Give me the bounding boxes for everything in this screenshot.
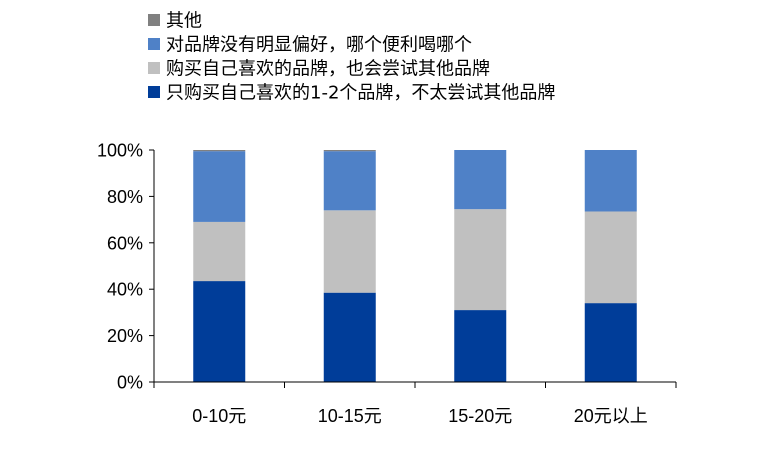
bar-stack xyxy=(584,150,637,382)
legend-item: 购买自己喜欢的品牌，也会尝试其他品牌 xyxy=(148,59,490,80)
x-tick-label: 20元以上 xyxy=(574,406,648,426)
bar-segment xyxy=(323,292,376,382)
y-tick-label: 100% xyxy=(97,141,143,161)
bar-segment xyxy=(193,221,246,282)
bar-segment xyxy=(323,150,376,152)
x-axis: 0-10元 10-15元 15-20元 20元以上 xyxy=(153,381,677,426)
legend-swatch xyxy=(148,38,160,50)
legend-swatch xyxy=(148,86,160,98)
bar-segment xyxy=(193,151,246,222)
bar-segment xyxy=(323,210,376,293)
x-tick-label: 0-10元 xyxy=(192,406,246,426)
bar-segment xyxy=(193,281,246,382)
legend-label: 对品牌没有明显偏好，哪个便利喝哪个 xyxy=(166,35,472,56)
bar-segment xyxy=(454,310,507,382)
bar-stack xyxy=(454,150,507,382)
y-tick-label: 80% xyxy=(107,187,143,207)
legend-swatch xyxy=(148,62,160,74)
bar-stack xyxy=(323,150,376,382)
x-tick-label: 15-20元 xyxy=(448,406,512,426)
bar-segment xyxy=(454,209,507,311)
y-tick-label: 20% xyxy=(107,326,143,346)
legend-label: 购买自己喜欢的品牌，也会尝试其他品牌 xyxy=(166,59,490,80)
bar-segment xyxy=(584,211,637,304)
bar-stack xyxy=(193,150,246,382)
legend-item: 只购买自己喜欢的1-2个品牌，不太尝试其他品牌 xyxy=(148,83,555,104)
y-tick-label: 60% xyxy=(107,233,143,253)
legend: 其他对品牌没有明显偏好，哪个便利喝哪个购买自己喜欢的品牌，也会尝试其他品牌只购买… xyxy=(148,11,555,104)
y-axis: 0% 20% 40% 60% 80% 100% xyxy=(97,141,155,393)
y-tick-label: 40% xyxy=(107,280,143,300)
legend-label: 只购买自己喜欢的1-2个品牌，不太尝试其他品牌 xyxy=(166,83,555,104)
bars xyxy=(193,150,637,382)
legend-label: 其他 xyxy=(166,11,202,32)
y-tick-label: 0% xyxy=(117,373,143,393)
bar-segment xyxy=(454,150,507,210)
bar-segment xyxy=(193,150,246,152)
legend-item: 其他 xyxy=(148,11,202,32)
bar-segment xyxy=(323,151,376,211)
legend-item: 对品牌没有明显偏好，哪个便利喝哪个 xyxy=(148,35,472,56)
legend-swatch xyxy=(148,14,160,26)
bar-segment xyxy=(584,303,637,382)
x-tick-label: 10-15元 xyxy=(318,406,382,426)
bar-segment xyxy=(584,150,637,212)
